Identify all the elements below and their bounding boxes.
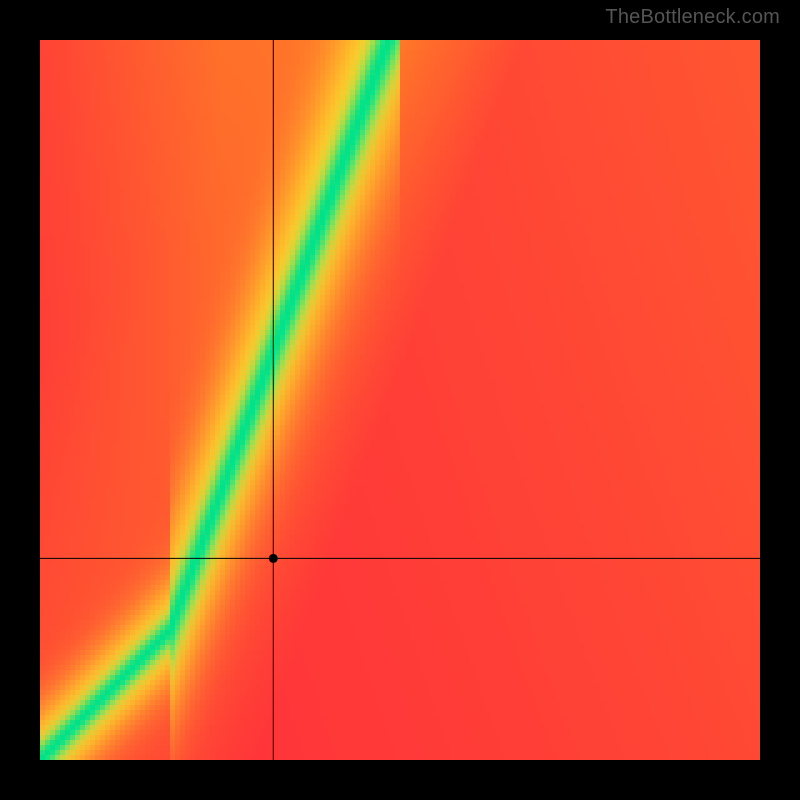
watermark-text: TheBottleneck.com bbox=[605, 6, 780, 29]
crosshair-dot bbox=[269, 554, 278, 563]
crosshair-layer bbox=[0, 0, 800, 800]
